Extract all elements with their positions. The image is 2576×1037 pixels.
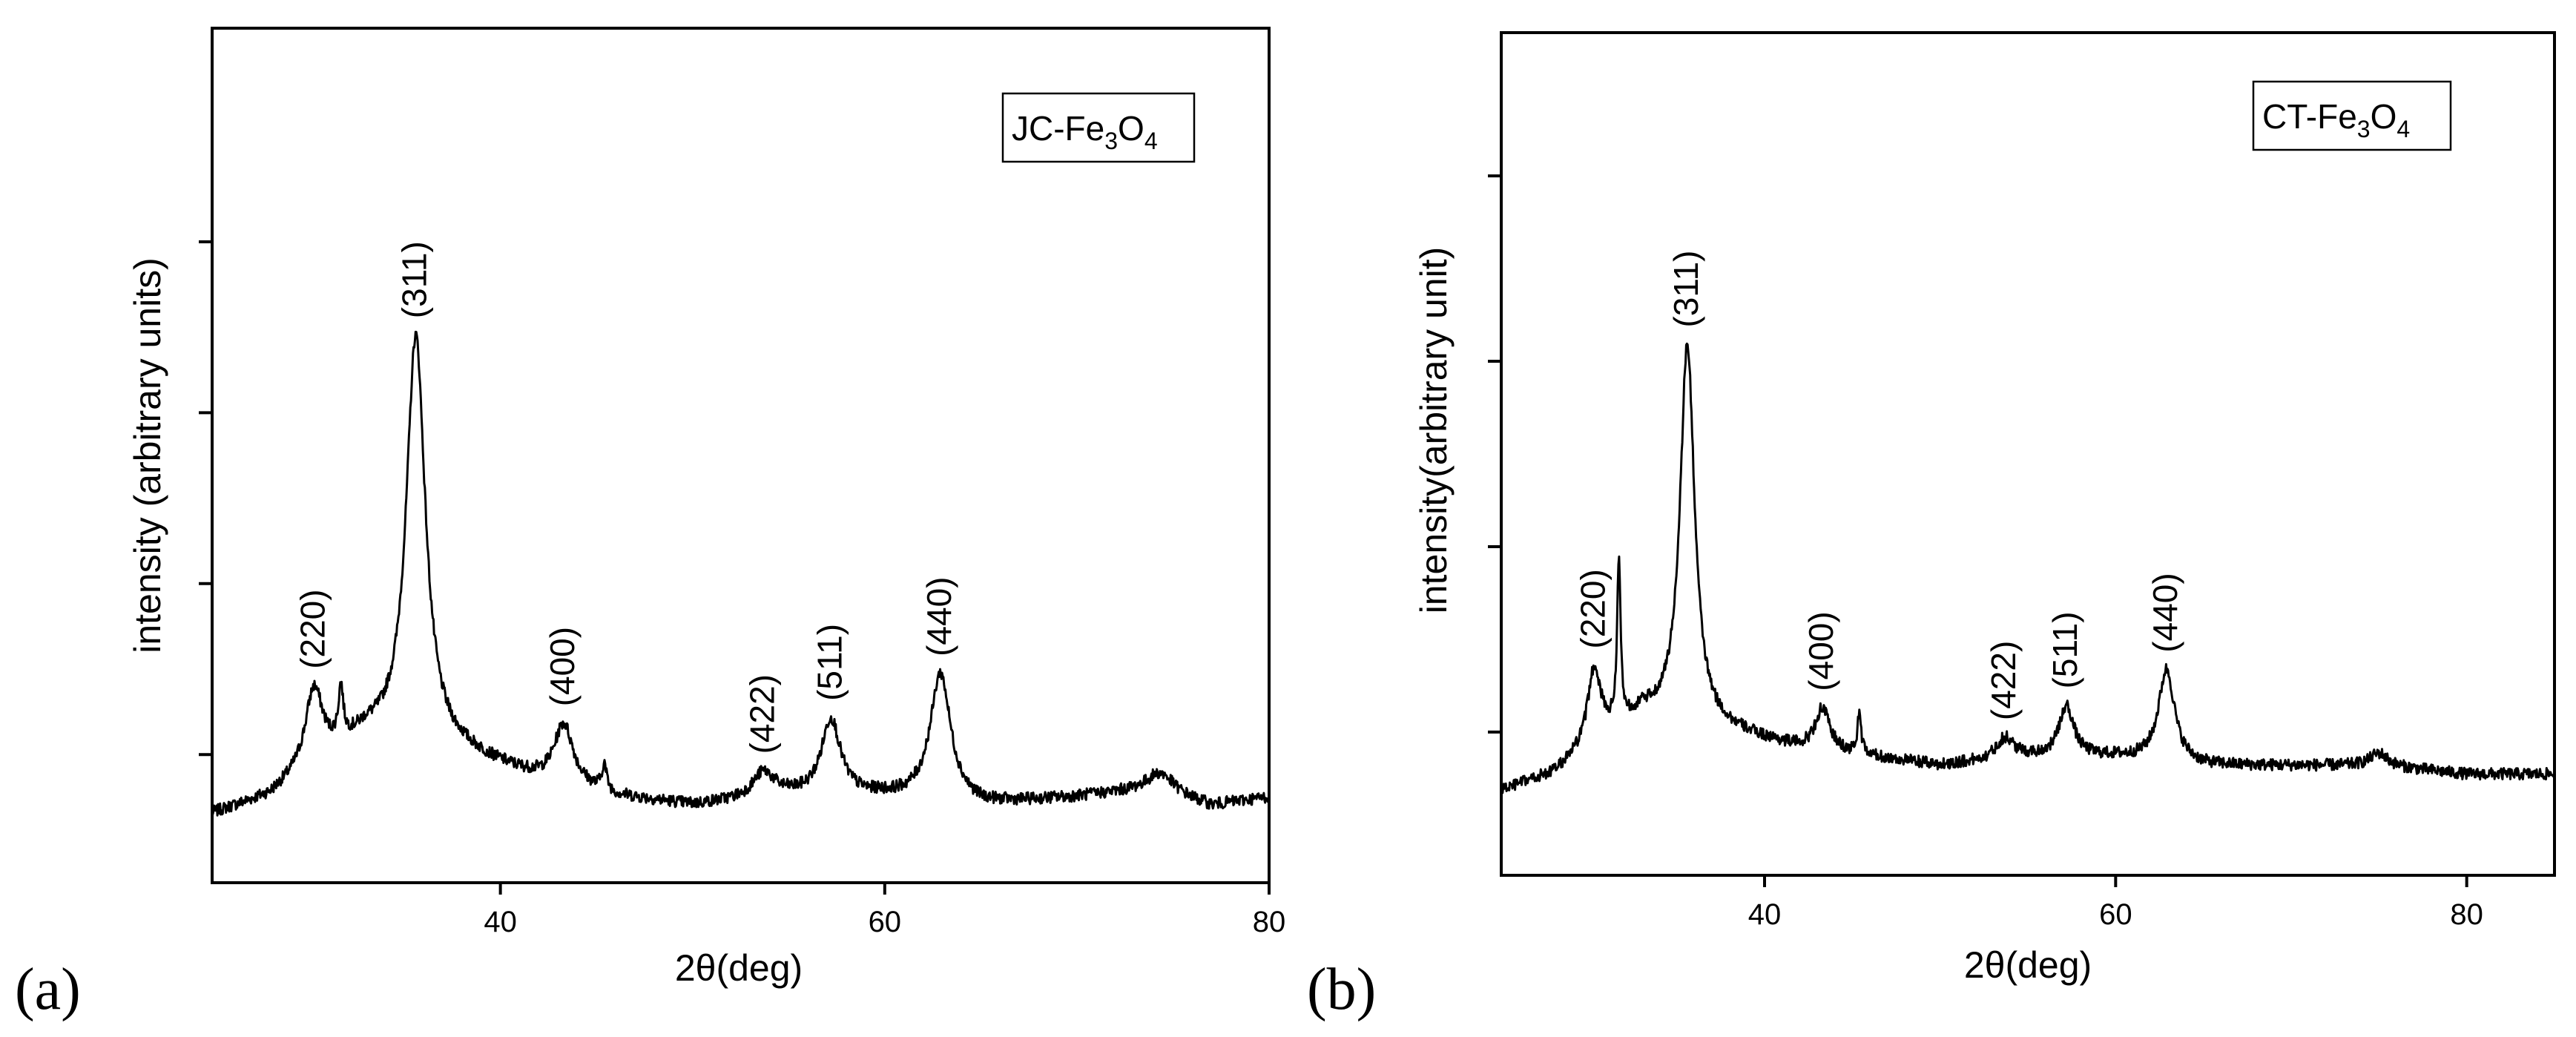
x-ticks: 40 60 80 bbox=[1748, 875, 2483, 931]
x-axis-label: 2θ(deg) bbox=[675, 947, 803, 989]
legend-text: CT-Fe3O4 bbox=[2262, 97, 2410, 142]
peak-labels: (220) (311) (400) (422) (511) (440) bbox=[293, 241, 958, 754]
plot-frame bbox=[1500, 31, 2556, 877]
x-ticks: 40 60 80 bbox=[484, 883, 1285, 938]
y-ticks bbox=[199, 240, 212, 757]
peak-label: (422) bbox=[743, 674, 782, 754]
panel-label: (b) bbox=[1307, 957, 1376, 1022]
x-tick-label: 40 bbox=[1748, 898, 1782, 931]
xrd-panel-b: 40 60 80 (220) (311) (400) (422) (511) (440) CT… bbox=[1307, 31, 2556, 1022]
x-tick-label: 60 bbox=[869, 906, 902, 938]
x-tick-label: 80 bbox=[1253, 906, 1286, 938]
legend-box: JC-Fe3O4 bbox=[1001, 92, 1196, 163]
x-tick-label: 40 bbox=[484, 906, 517, 938]
peak-label: (422) bbox=[1984, 641, 2023, 720]
peak-label: (311) bbox=[395, 241, 434, 318]
peak-labels: (220) (311) (400) (422) (511) (440) bbox=[1573, 251, 2184, 721]
peak-label: (511) bbox=[810, 624, 849, 701]
peak-label: (220) bbox=[1573, 569, 1612, 648]
y-axis-label: intensity(arbitrary unit) bbox=[1413, 247, 1455, 614]
peak-label: (511) bbox=[2046, 611, 2084, 688]
peak-label: (400) bbox=[1802, 611, 1840, 691]
peak-label: (400) bbox=[543, 627, 582, 706]
xrd-pattern-line bbox=[1500, 342, 2556, 794]
legend-text: JC-Fe3O4 bbox=[1012, 109, 1158, 154]
y-axis-label: intensity (arbitrary units) bbox=[127, 257, 168, 654]
peak-label: (440) bbox=[920, 577, 958, 656]
plot-frame bbox=[211, 27, 1271, 884]
xrd-panel-a: 40 60 80 (220) (311) (400) (422) (511) (440) JC… bbox=[15, 27, 1285, 1022]
peak-label: (220) bbox=[293, 589, 332, 668]
x-axis-label: 2θ(deg) bbox=[1964, 944, 2092, 986]
peak-label: (311) bbox=[1667, 251, 1705, 328]
xrd-pattern-line bbox=[211, 330, 1271, 817]
x-tick-label: 60 bbox=[2099, 898, 2132, 931]
legend-box: CT-Fe3O4 bbox=[2252, 80, 2452, 151]
peak-label: (440) bbox=[2146, 573, 2184, 652]
panel-label: (a) bbox=[15, 957, 81, 1022]
x-tick-label: 80 bbox=[2450, 898, 2483, 931]
y-ticks bbox=[1488, 174, 1501, 734]
